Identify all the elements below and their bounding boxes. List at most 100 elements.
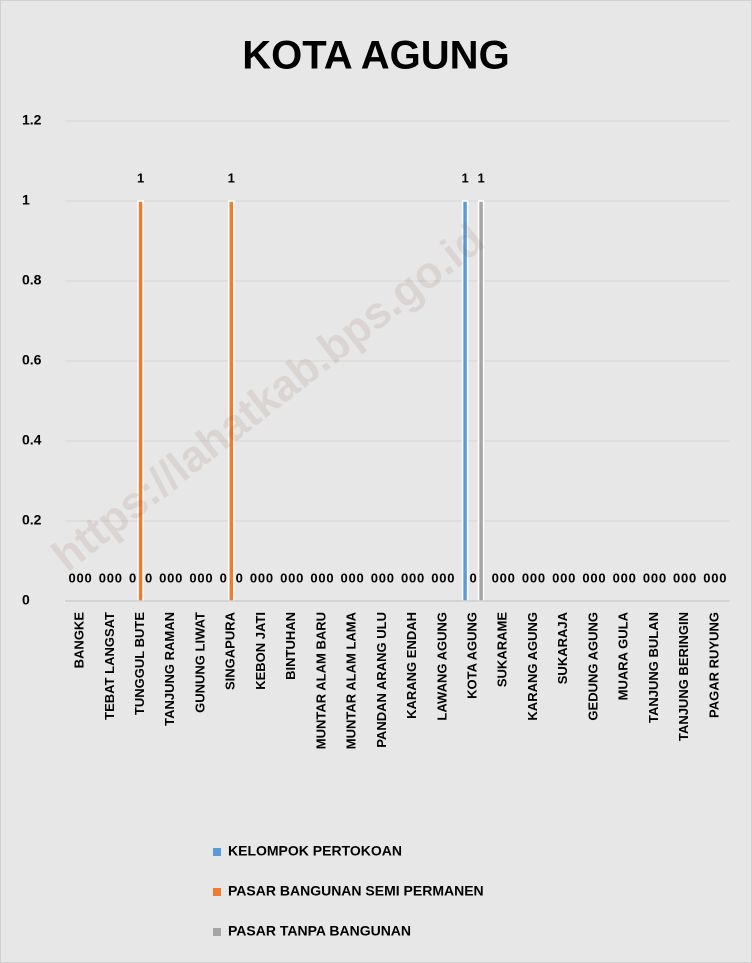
x-tick-label: BINTUHAN	[283, 612, 298, 680]
x-tick-label: KOTA AGUNG	[465, 612, 480, 699]
legend-label: KELOMPOK PERTOKOAN	[228, 843, 402, 859]
data-label: 0	[220, 570, 227, 585]
x-tick-label: PANDAN ARANG ULU	[374, 612, 389, 748]
legend-swatch	[213, 888, 221, 896]
data-label: 1	[137, 170, 144, 185]
data-label: 0	[590, 570, 597, 585]
data-label: 0	[681, 570, 688, 585]
x-tick-label: PAGAR RUYUNG	[706, 612, 721, 718]
data-label: 0	[659, 570, 666, 585]
data-label: 0	[349, 570, 356, 585]
x-tick-label: MUNTAR ALAM BARU	[313, 612, 328, 749]
data-label: 0	[341, 570, 348, 585]
legend-label: PASAR TANPA BANGUNAN	[228, 923, 411, 939]
data-label: 0	[189, 570, 196, 585]
x-tick-label: MUARA GULA	[616, 611, 631, 700]
x-tick-label: SUKARAME	[495, 612, 510, 687]
data-label: 0	[522, 570, 529, 585]
data-label: 1	[228, 170, 235, 185]
data-label: 0	[99, 570, 106, 585]
x-tick-label: GEDUNG AGUNG	[585, 612, 600, 721]
x-tick-label: GUNUNG LIWAT	[192, 612, 207, 713]
data-label: 0	[492, 570, 499, 585]
data-label: 1	[461, 170, 468, 185]
y-tick-label: 0.8	[22, 272, 42, 288]
data-label: 0	[409, 570, 416, 585]
data-label: 0	[76, 570, 83, 585]
y-tick-label: 0.6	[22, 352, 42, 368]
data-label: 0	[703, 570, 710, 585]
data-label: 0	[107, 570, 114, 585]
data-label: 0	[689, 570, 696, 585]
data-label: 0	[711, 570, 718, 585]
x-tick-label: MUNTAR ALAM LAMA	[344, 611, 359, 749]
data-label: 0	[266, 570, 273, 585]
data-label: 0	[258, 570, 265, 585]
y-tick-label: 0.2	[22, 512, 42, 528]
data-label: 0	[371, 570, 378, 585]
data-label: 0	[68, 570, 75, 585]
x-tick-label: SUKARAJA	[555, 611, 570, 684]
data-label: 0	[530, 570, 537, 585]
data-label: 0	[84, 570, 91, 585]
data-label: 0	[417, 570, 424, 585]
data-label: 0	[651, 570, 658, 585]
data-label: 0	[439, 570, 446, 585]
data-label: 0	[598, 570, 605, 585]
y-tick-label: 1.2	[22, 112, 42, 128]
data-label: 0	[447, 570, 454, 585]
data-label: 0	[673, 570, 680, 585]
data-label: 0	[205, 570, 212, 585]
data-label: 0	[357, 570, 364, 585]
x-tick-label: TANJUNG BERINGIN	[676, 612, 691, 741]
chart-title: KOTA AGUNG	[242, 34, 509, 78]
data-label: 0	[469, 570, 476, 585]
data-label: 0	[326, 570, 333, 585]
data-label: 0	[197, 570, 204, 585]
data-label: 0	[296, 570, 303, 585]
data-label: 0	[500, 570, 507, 585]
data-label: 0	[431, 570, 438, 585]
x-tick-label: KARANG AGUNG	[525, 612, 540, 721]
bar	[137, 200, 144, 602]
y-tick-label: 0.4	[22, 432, 42, 448]
data-label: 0	[552, 570, 559, 585]
x-tick-label: KEBON JATI	[253, 612, 268, 690]
data-label: 0	[159, 570, 166, 585]
data-label: 0	[318, 570, 325, 585]
data-label: 0	[167, 570, 174, 585]
x-tick-label: TEBAT LANGSAT	[102, 612, 117, 720]
x-tick-label: KARANG ENDAH	[404, 612, 419, 719]
legend-swatch	[213, 928, 221, 936]
data-label: 0	[582, 570, 589, 585]
data-label: 0	[310, 570, 317, 585]
data-label: 0	[379, 570, 386, 585]
x-tick-label: TUNGGUL BUTE	[132, 612, 147, 715]
data-label: 0	[508, 570, 515, 585]
x-tick-label: LAWANG AGUNG	[434, 612, 449, 721]
data-label: 0	[145, 570, 152, 585]
data-label: 0	[236, 570, 243, 585]
legend-swatch	[213, 848, 221, 856]
x-tick-label: TANJUNG BULAN	[646, 612, 661, 723]
data-label: 0	[280, 570, 287, 585]
data-label: 0	[250, 570, 257, 585]
data-label: 0	[560, 570, 567, 585]
x-tick-label: TANJUNG RAMAN	[162, 612, 177, 726]
data-label: 0	[719, 570, 726, 585]
data-label: 0	[401, 570, 408, 585]
data-label: 0	[629, 570, 636, 585]
legend-label: PASAR BANGUNAN SEMI PERMANEN	[228, 883, 484, 899]
y-tick-label: 1	[22, 192, 30, 208]
data-label: 0	[387, 570, 394, 585]
data-label: 0	[175, 570, 182, 585]
data-label: 1	[477, 170, 484, 185]
data-label: 0	[568, 570, 575, 585]
x-tick-label: BANGKE	[72, 612, 87, 669]
data-label: 0	[621, 570, 628, 585]
x-tick-label: SINGAPURA	[223, 611, 238, 690]
data-label: 0	[115, 570, 122, 585]
data-label: 0	[538, 570, 545, 585]
